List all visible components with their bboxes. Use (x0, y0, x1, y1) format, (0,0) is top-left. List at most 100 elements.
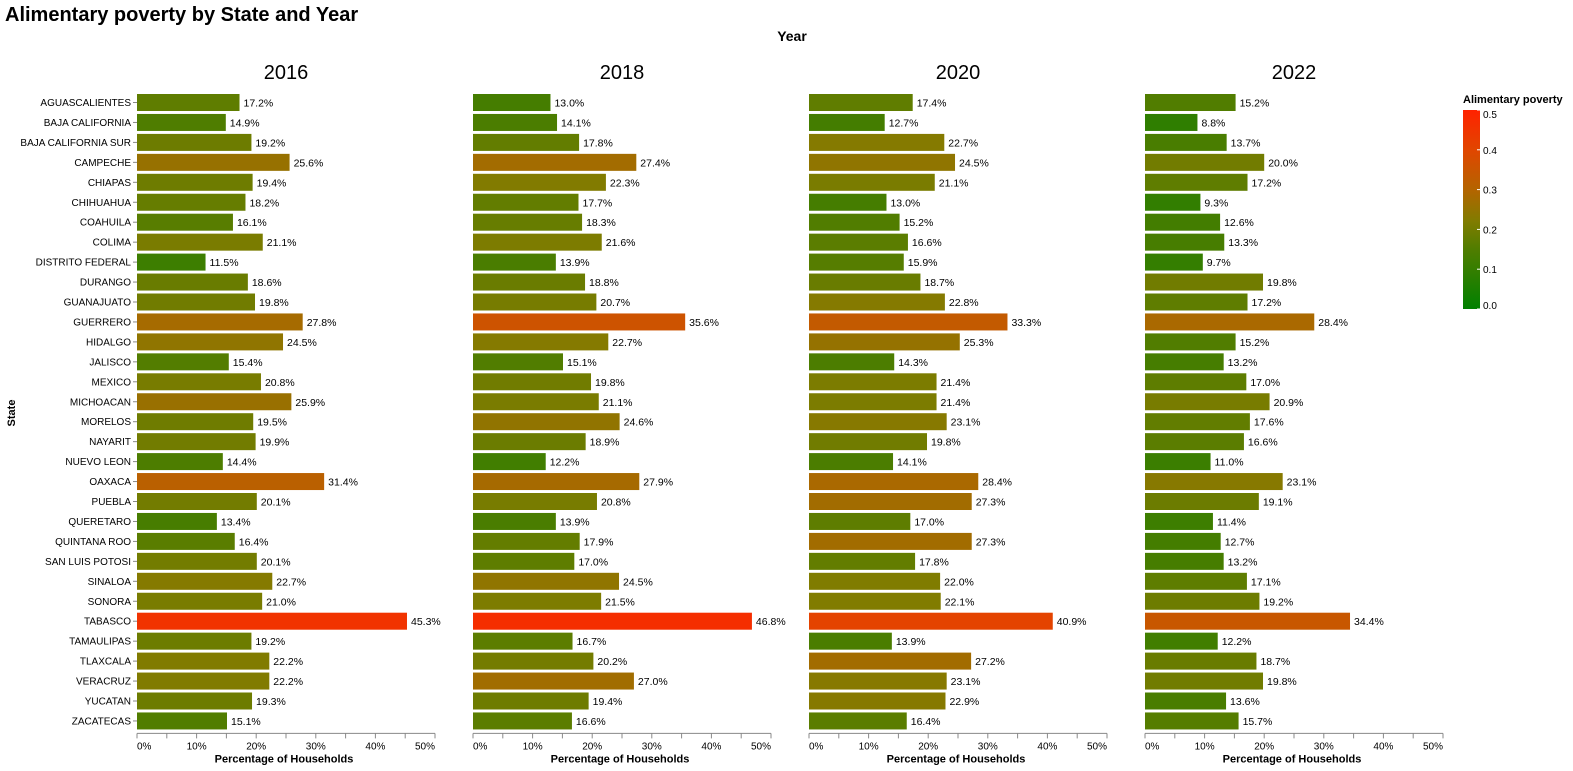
bar (137, 692, 253, 710)
bar (473, 672, 634, 690)
x-tick-label: 30% (978, 741, 998, 752)
bar (1145, 473, 1283, 491)
state-label: HIDALGO (86, 337, 131, 348)
bar-label: 12.6% (1224, 217, 1254, 229)
bar (473, 413, 620, 431)
bar-label: 13.0% (890, 197, 920, 209)
bar-label: 9.3% (1204, 197, 1228, 209)
bar (1145, 652, 1257, 670)
bar-label: 21.6% (606, 237, 636, 249)
bar (1145, 233, 1225, 251)
bar-label: 19.5% (257, 417, 287, 429)
bar-label: 19.3% (256, 696, 286, 708)
bar (809, 153, 956, 171)
column-title: Year (777, 28, 807, 44)
bar (473, 712, 572, 730)
bar (473, 213, 583, 231)
bar-label: 19.9% (260, 437, 290, 449)
state-label: AGUASCALIENTES (40, 98, 131, 109)
bar (473, 333, 609, 351)
state-label: GUANAJUATO (64, 298, 132, 309)
x-tick-label: 50% (751, 741, 771, 752)
bar (809, 313, 1008, 331)
bar (473, 373, 592, 391)
bar-label: 15.9% (908, 257, 938, 269)
bar-label: 14.1% (897, 457, 927, 469)
legend-tick-label: 0.3 (1483, 186, 1497, 197)
bar-label: 18.7% (1260, 656, 1290, 668)
bar (1145, 133, 1227, 151)
state-label: CHIHUAHUA (72, 198, 132, 209)
bar (137, 313, 303, 331)
legend-tick-label: 0.4 (1483, 146, 1497, 157)
legend-gradient-bar (1463, 110, 1480, 309)
bar (137, 213, 233, 231)
bar-label: 19.4% (257, 177, 287, 189)
bar-label: 23.1% (951, 676, 981, 688)
bar-label: 27.9% (643, 477, 673, 489)
bar (473, 353, 563, 371)
bar-label: 22.3% (610, 177, 640, 189)
bar-label: 20.0% (1268, 157, 1298, 169)
x-axis-title: Percentage of Households (1223, 753, 1362, 765)
bar-label: 13.4% (221, 516, 251, 528)
bar-label: 22.7% (948, 137, 978, 149)
bar-label: 17.2% (1252, 297, 1282, 309)
bar-label: 25.3% (964, 337, 994, 349)
bar-label: 14.9% (230, 117, 260, 129)
bar (809, 213, 900, 231)
bar-label: 12.7% (1225, 536, 1255, 548)
bar (1145, 153, 1265, 171)
bar (137, 473, 325, 491)
bar (809, 373, 937, 391)
bar (809, 413, 947, 431)
bar-label: 34.4% (1354, 616, 1384, 628)
bar-label: 22.1% (945, 596, 975, 608)
bar (473, 612, 752, 630)
bar-label: 22.9% (949, 696, 979, 708)
bar (1145, 353, 1224, 371)
x-tick-label: 30% (306, 741, 326, 752)
bar (137, 493, 257, 510)
bar (809, 473, 979, 491)
bar-label: 15.2% (1240, 98, 1270, 110)
bar (137, 532, 235, 550)
bar-label: 20.9% (1274, 397, 1304, 409)
bar (1145, 632, 1218, 650)
bar (137, 672, 270, 690)
bar-label: 27.0% (638, 676, 668, 688)
bar-label: 21.4% (941, 397, 971, 409)
bar (1145, 692, 1227, 710)
bar (137, 253, 206, 271)
bar (137, 153, 290, 171)
facet-2016: 2016 17.2% AGUASCALIENTES 14.9% BAJA CALIFOR… (20, 62, 440, 765)
bar (1145, 313, 1315, 331)
state-label: ZACATECAS (72, 716, 132, 727)
bar (809, 433, 928, 451)
state-label: JALISCO (89, 357, 131, 368)
bar-label: 13.9% (560, 257, 590, 269)
bar-label: 19.2% (255, 137, 285, 149)
facets: 2016 17.2% AGUASCALIENTES 14.9% BAJA CALIFOR… (20, 62, 1444, 765)
facet-2018: 2018 13.0% 14.1% 17.8% 27.4%22.3% 17.7% 18.3% 2… (472, 62, 786, 765)
bar-label: 21.1% (267, 237, 297, 249)
bar (473, 133, 580, 151)
x-tick-label: 0% (473, 741, 488, 752)
y-axis-title: State (6, 400, 18, 427)
state-label: QUINTANA ROO (55, 537, 131, 548)
bar (137, 273, 248, 291)
bar-label: 11.0% (1215, 457, 1244, 469)
bar (473, 433, 586, 451)
bar-label: 25.6% (294, 157, 324, 169)
bar (473, 632, 573, 650)
bar (809, 333, 960, 351)
bar-label: 21.4% (941, 377, 971, 389)
bar (809, 612, 1053, 630)
bar-label: 18.2% (249, 197, 279, 209)
state-label: MORELOS (81, 417, 131, 428)
x-tick-label: 20% (246, 741, 266, 752)
state-label: PUEBLA (92, 497, 132, 508)
bar-label: 19.1% (1263, 497, 1293, 509)
legend-tick-label: 0.0 (1483, 301, 1497, 312)
bar-label: 27.8% (307, 317, 337, 329)
